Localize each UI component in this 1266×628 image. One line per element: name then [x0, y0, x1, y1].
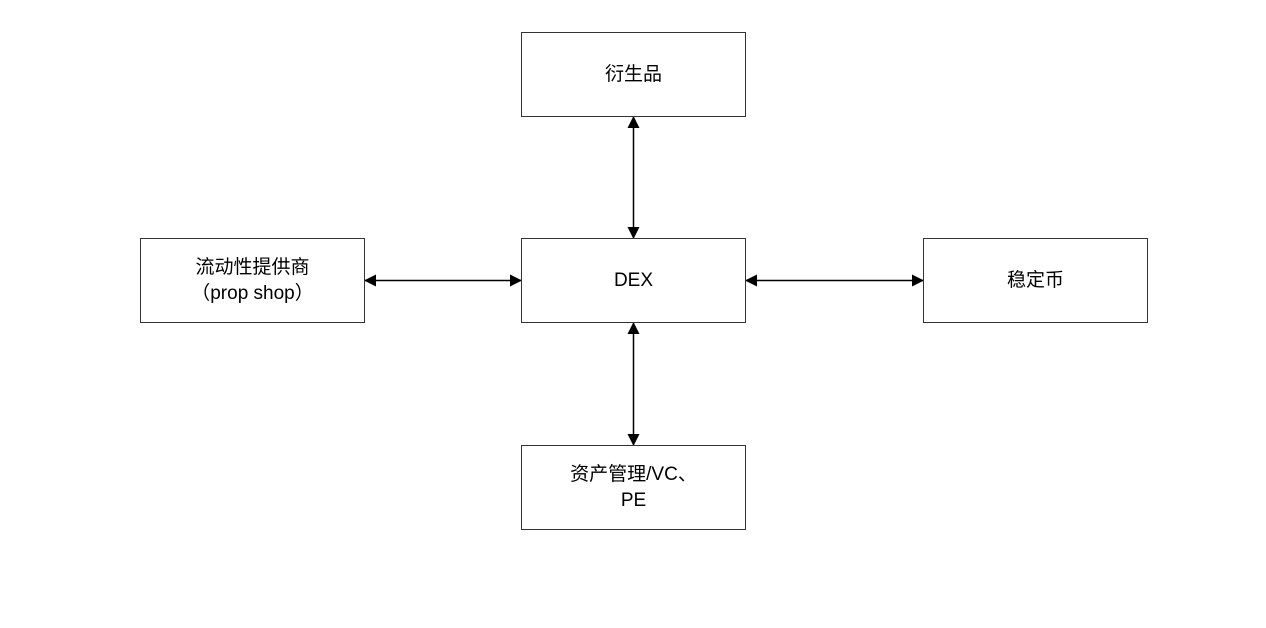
diagram-canvas: DEX 衍生品 流动性提供商 （prop shop） 稳定币 资产管理/VC、 … — [0, 0, 1266, 628]
node-derivatives: 衍生品 — [521, 32, 746, 117]
node-asset-mgmt: 资产管理/VC、 PE — [521, 445, 746, 530]
node-liquidity-provider: 流动性提供商 （prop shop） — [140, 238, 365, 323]
node-label: 衍生品 — [605, 62, 662, 88]
node-label: DEX — [614, 268, 653, 294]
node-stablecoin: 稳定币 — [923, 238, 1148, 323]
node-label: 稳定币 — [1007, 268, 1064, 294]
node-label: 流动性提供商 （prop shop） — [191, 255, 314, 306]
node-label: 资产管理/VC、 PE — [570, 462, 697, 513]
node-dex: DEX — [521, 238, 746, 323]
